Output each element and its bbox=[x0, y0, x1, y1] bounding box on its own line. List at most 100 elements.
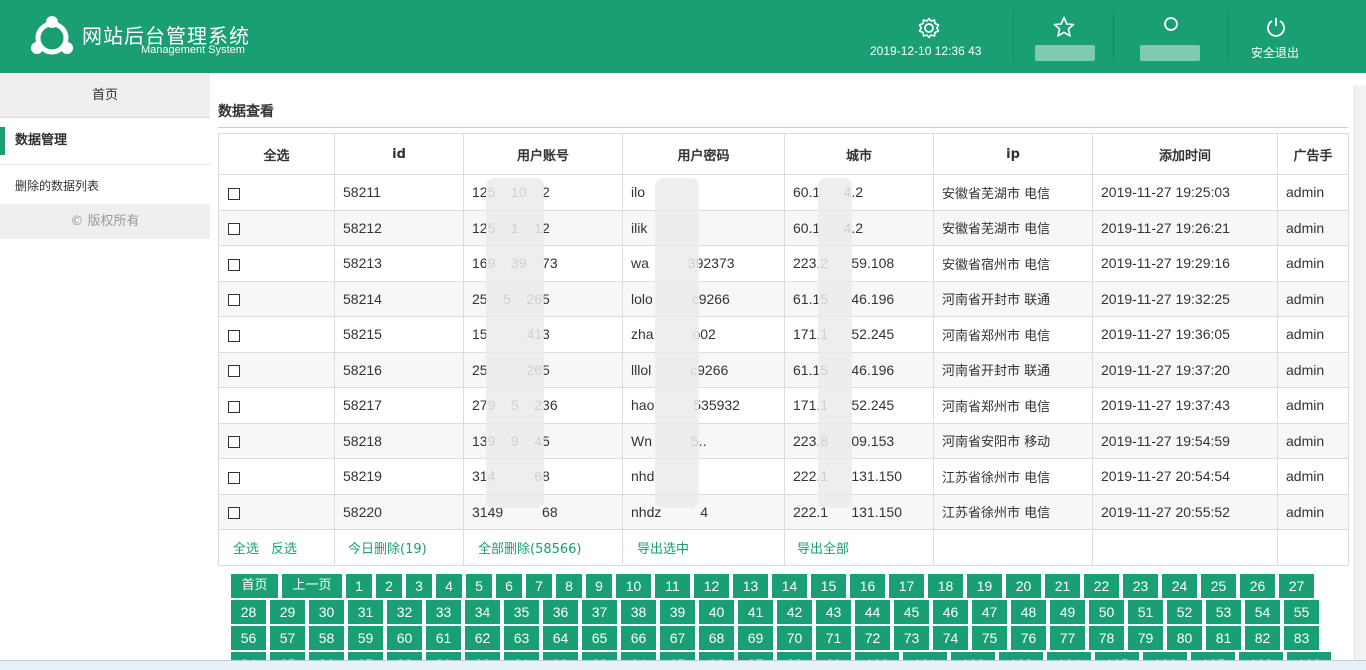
pager-page-button[interactable]: 44 bbox=[855, 600, 890, 624]
row-checkbox[interactable] bbox=[228, 400, 240, 413]
row-checkbox[interactable] bbox=[228, 329, 240, 342]
pager-page-button[interactable]: 47 bbox=[972, 600, 1007, 624]
pager-page-button[interactable]: 78 bbox=[1089, 626, 1124, 650]
pager-page-button[interactable]: 15 bbox=[811, 574, 846, 598]
pager-page-button[interactable]: 48 bbox=[1011, 600, 1046, 624]
row-checkbox[interactable] bbox=[228, 223, 240, 236]
power-icon[interactable] bbox=[1265, 16, 1287, 38]
pager-page-button[interactable]: 11 bbox=[655, 574, 690, 598]
sidebar-item-home[interactable]: 首页 bbox=[0, 73, 210, 118]
pager-page-button[interactable]: 31 bbox=[348, 600, 383, 624]
delete-today-link[interactable]: 今日删除(19) bbox=[348, 541, 427, 557]
pager-page-button[interactable]: 77 bbox=[1050, 626, 1085, 650]
pager-page-button[interactable]: 23 bbox=[1123, 574, 1158, 598]
pager-page-button[interactable]: 4 bbox=[436, 574, 462, 598]
pager-page-button[interactable]: 1 bbox=[346, 574, 372, 598]
pager-page-button[interactable]: 29 bbox=[270, 600, 305, 624]
pager-page-button[interactable]: 71 bbox=[816, 626, 851, 650]
pager-page-button[interactable]: 36 bbox=[543, 600, 578, 624]
row-checkbox[interactable] bbox=[228, 471, 240, 484]
gear-icon[interactable] bbox=[918, 17, 940, 39]
pager-page-button[interactable]: 45 bbox=[894, 600, 929, 624]
pager-page-button[interactable]: 54 bbox=[1245, 600, 1280, 624]
pager-page-button[interactable]: 50 bbox=[1089, 600, 1124, 624]
pager-page-button[interactable]: 52 bbox=[1167, 600, 1202, 624]
pager-page-button[interactable]: 74 bbox=[933, 626, 968, 650]
pager-page-button[interactable]: 12 bbox=[694, 574, 729, 598]
pager-page-button[interactable]: 43 bbox=[816, 600, 851, 624]
pager-page-button[interactable]: 59 bbox=[348, 626, 383, 650]
invert-selection-link[interactable]: 反选 bbox=[271, 541, 298, 557]
pager-page-button[interactable]: 33 bbox=[426, 600, 461, 624]
pager-page-button[interactable]: 67 bbox=[660, 626, 695, 650]
pager-page-button[interactable]: 46 bbox=[933, 600, 968, 624]
pager-page-button[interactable]: 69 bbox=[738, 626, 773, 650]
col-header-select-all[interactable]: 全选 bbox=[218, 133, 335, 175]
pager-page-button[interactable]: 40 bbox=[699, 600, 734, 624]
row-checkbox[interactable] bbox=[228, 187, 240, 200]
pager-page-button[interactable]: 79 bbox=[1128, 626, 1163, 650]
export-all-link[interactable]: 导出全部 bbox=[797, 541, 850, 557]
pager-page-button[interactable]: 9 bbox=[586, 574, 612, 598]
pager-page-button[interactable]: 13 bbox=[733, 574, 768, 598]
pager-page-button[interactable]: 62 bbox=[465, 626, 500, 650]
pager-page-button[interactable]: 65 bbox=[582, 626, 617, 650]
row-checkbox[interactable] bbox=[228, 258, 240, 271]
sidebar-item-deleted-list[interactable]: 删除的数据列表 bbox=[15, 179, 100, 193]
pager-page-button[interactable]: 27 bbox=[1279, 574, 1314, 598]
pager-page-button[interactable]: 38 bbox=[621, 600, 656, 624]
pager-page-button[interactable]: 82 bbox=[1245, 626, 1280, 650]
pager-page-button[interactable]: 81 bbox=[1206, 626, 1241, 650]
pager-page-button[interactable]: 16 bbox=[850, 574, 885, 598]
row-checkbox[interactable] bbox=[228, 436, 240, 449]
pager-first-button[interactable]: 首页 bbox=[231, 574, 278, 598]
pager-page-button[interactable]: 58 bbox=[309, 626, 344, 650]
pager-page-button[interactable]: 34 bbox=[465, 600, 500, 624]
star-icon[interactable] bbox=[1053, 16, 1075, 38]
pager-page-button[interactable]: 60 bbox=[387, 626, 422, 650]
pager-page-button[interactable]: 57 bbox=[270, 626, 305, 650]
pager-page-button[interactable]: 28 bbox=[231, 600, 266, 624]
pager-page-button[interactable]: 80 bbox=[1167, 626, 1202, 650]
pager-page-button[interactable]: 8 bbox=[556, 574, 582, 598]
pager-page-button[interactable]: 73 bbox=[894, 626, 929, 650]
row-checkbox[interactable] bbox=[228, 365, 240, 378]
pager-page-button[interactable]: 72 bbox=[855, 626, 890, 650]
pager-page-button[interactable]: 42 bbox=[777, 600, 812, 624]
pager-page-button[interactable]: 64 bbox=[543, 626, 578, 650]
pager-page-button[interactable]: 56 bbox=[231, 626, 266, 650]
pager-page-button[interactable]: 39 bbox=[660, 600, 695, 624]
pager-page-button[interactable]: 35 bbox=[504, 600, 539, 624]
pager-page-button[interactable]: 20 bbox=[1006, 574, 1041, 598]
select-all-link[interactable]: 全选 bbox=[233, 541, 260, 557]
pager-page-button[interactable]: 61 bbox=[426, 626, 461, 650]
pager-page-button[interactable]: 5 bbox=[466, 574, 492, 598]
pager-page-button[interactable]: 19 bbox=[967, 574, 1002, 598]
vertical-scrollbar[interactable] bbox=[1354, 85, 1366, 670]
pager-page-button[interactable]: 24 bbox=[1162, 574, 1197, 598]
pager-page-button[interactable]: 21 bbox=[1045, 574, 1080, 598]
pager-page-button[interactable]: 83 bbox=[1284, 626, 1319, 650]
pager-page-button[interactable]: 37 bbox=[582, 600, 617, 624]
delete-all-link[interactable]: 全部删除(58566) bbox=[478, 541, 582, 557]
sidebar-item-data-manage[interactable]: 数据管理 bbox=[15, 133, 68, 148]
pager-page-button[interactable]: 10 bbox=[616, 574, 651, 598]
pager-page-button[interactable]: 66 bbox=[621, 626, 656, 650]
pager-page-button[interactable]: 41 bbox=[738, 600, 773, 624]
pager-page-button[interactable]: 25 bbox=[1201, 574, 1236, 598]
export-selected-link[interactable]: 导出选中 bbox=[637, 541, 690, 557]
pager-page-button[interactable]: 2 bbox=[376, 574, 402, 598]
pager-page-button[interactable]: 76 bbox=[1011, 626, 1046, 650]
logout-button[interactable]: 安全退出 bbox=[1251, 46, 1300, 60]
pager-page-button[interactable]: 14 bbox=[772, 574, 807, 598]
user-icon[interactable] bbox=[1160, 16, 1182, 38]
pager-page-button[interactable]: 55 bbox=[1284, 600, 1319, 624]
row-checkbox[interactable] bbox=[228, 294, 240, 307]
row-checkbox[interactable] bbox=[228, 507, 240, 520]
pager-page-button[interactable]: 7 bbox=[526, 574, 552, 598]
pager-page-button[interactable]: 6 bbox=[496, 574, 522, 598]
pager-page-button[interactable]: 51 bbox=[1128, 600, 1163, 624]
pager-prev-button[interactable]: 上一页 bbox=[282, 574, 342, 598]
pager-page-button[interactable]: 26 bbox=[1240, 574, 1275, 598]
pager-page-button[interactable]: 49 bbox=[1050, 600, 1085, 624]
